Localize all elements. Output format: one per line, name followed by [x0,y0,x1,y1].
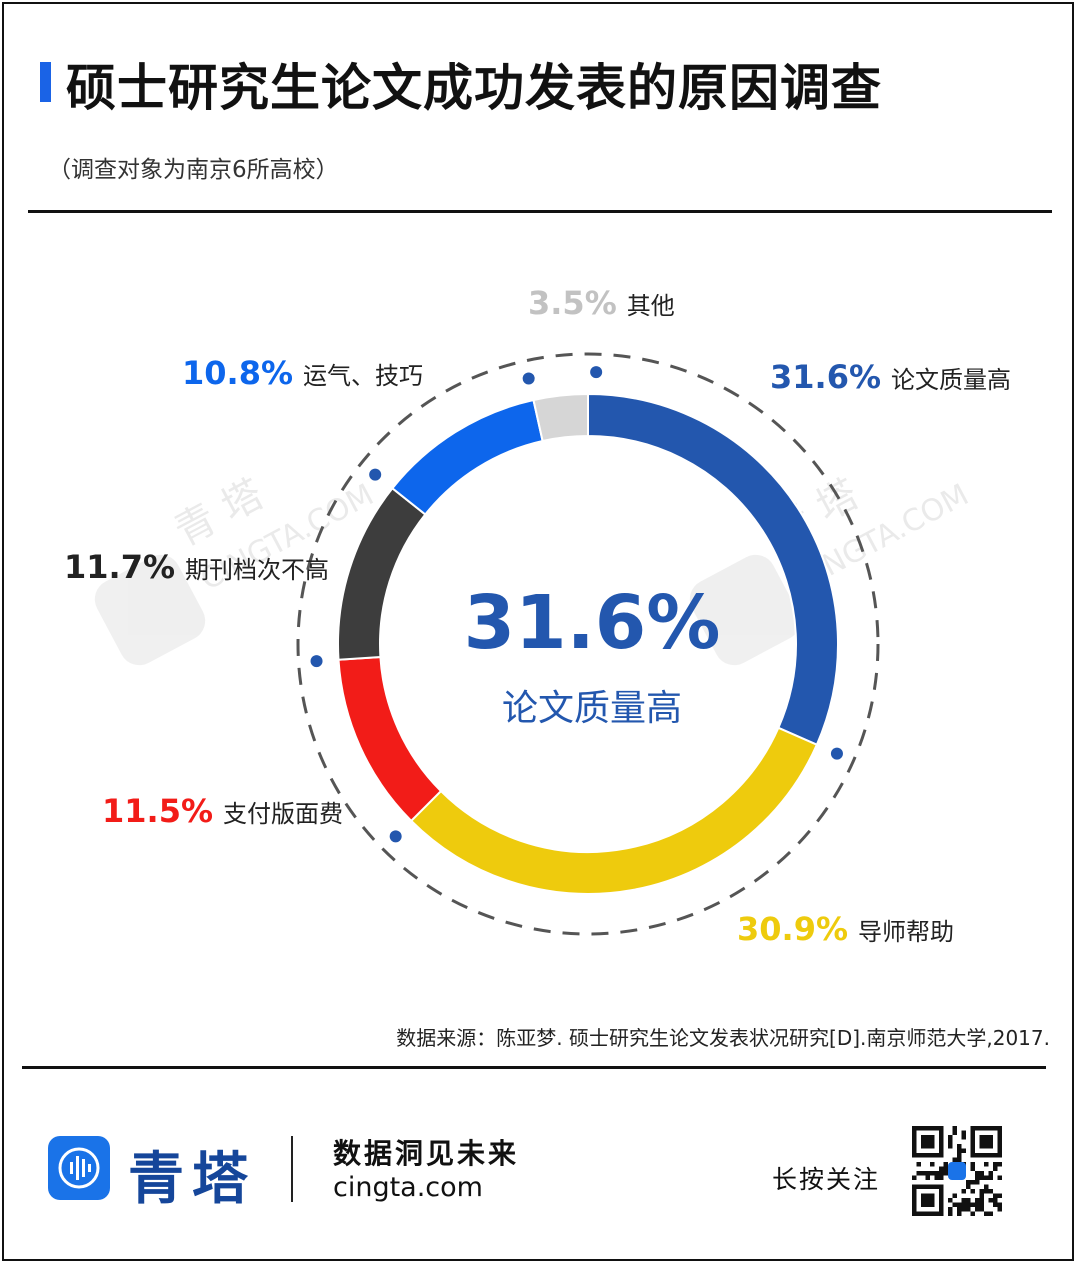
slice-value: 3.5% [528,284,617,322]
slice-name: 论文质量高 [891,366,1011,394]
center-label: 论文质量高 [502,688,682,729]
brand-slogan: 数据洞见未来 [333,1137,520,1170]
slice-label: 30.9% 导师帮助 [737,910,954,948]
slice-value: 30.9% [737,910,848,948]
slice-name: 期刊档次不高 [185,556,329,584]
slice-value: 31.6% [770,358,881,396]
donut-chart: 青 塔 CINGTA.COM 青 塔 CINGTA.COM 31.6% 论文质量高… [64,284,1011,948]
donut-slice [337,655,443,823]
bottom-divider [22,1066,1046,1069]
brand-site: cingta.com [333,1172,483,1203]
donut-slice [409,726,819,895]
segment-boundary-dot [590,366,603,379]
brand-logo [48,1136,110,1200]
brand-name: 青塔 [128,1146,256,1212]
segment-boundary-dot [310,655,323,668]
qr-code-icon[interactable] [912,1126,1002,1216]
slice-label: 31.6% 论文质量高 [770,358,1011,396]
segment-boundary-dot [522,372,535,385]
slice-value: 10.8% [182,354,293,392]
slice-label: 3.5% 其他 [528,284,675,322]
title-accent-bar [40,62,51,102]
slice-label: 11.7% 期刊档次不高 [64,548,329,586]
donut-slice [390,398,544,516]
segment-boundary-dot [389,830,402,843]
slice-value: 11.7% [64,548,175,586]
page-title: 硕士研究生论文成功发表的原因调查 [66,59,882,117]
follow-text: 长按关注 [772,1165,881,1194]
data-source: 数据来源：陈亚梦. 硕士研究生论文发表状况研究[D].南京师范大学,2017. [396,1026,1050,1050]
slice-label: 10.8% 运气、技巧 [182,354,423,392]
sound-wave-icon [58,1147,100,1189]
donut-slice [532,392,589,443]
watermark-logo-icon [689,554,801,666]
page-subtitle: （调查对象为南京6所高校） [48,157,339,183]
slice-name: 运气、技巧 [303,362,423,390]
slice-name: 其他 [627,292,675,320]
slice-name: 导师帮助 [858,918,954,946]
top-divider [28,210,1052,213]
slice-value: 11.5% [102,792,213,830]
segment-boundary-dot [830,747,843,760]
dashed-outer-ring [296,352,880,936]
center-value: 31.6% [464,580,721,666]
watermark-logo-icon [94,554,206,666]
slice-name: 支付版面费 [223,800,343,828]
slice-label: 11.5% 支付版面费 [102,792,343,830]
segment-boundary-dot [369,468,382,481]
brand-separator [291,1136,293,1202]
